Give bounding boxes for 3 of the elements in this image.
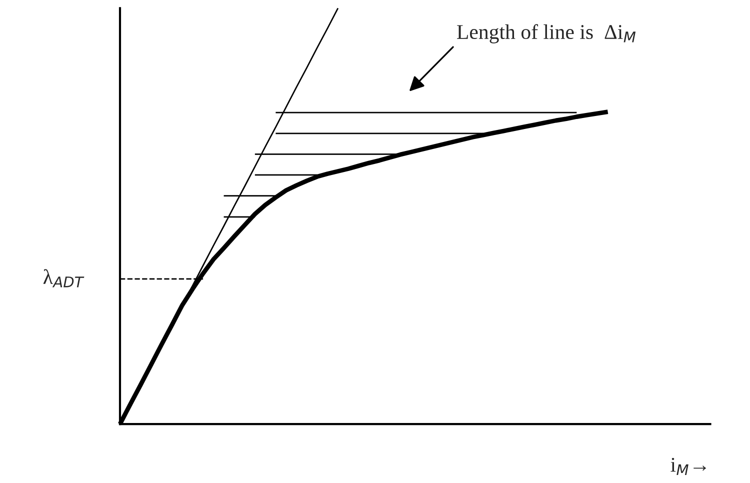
text: λ$_{ADT}$	[43, 269, 84, 288]
annotation: Length of line is Δi$_{M}$	[457, 24, 636, 44]
x-axis-title: i$_{M}$→	[670, 458, 706, 476]
